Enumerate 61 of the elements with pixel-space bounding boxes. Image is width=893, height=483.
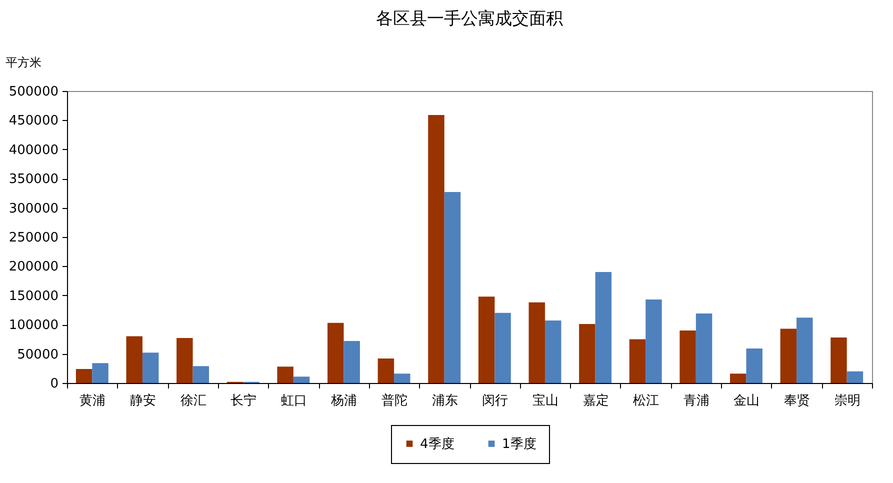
- bar: [579, 324, 596, 383]
- y-tick-label: 200000: [8, 260, 58, 275]
- x-tick-label: 金山: [734, 394, 760, 408]
- x-tick-label: 松江: [633, 394, 660, 408]
- bar: [293, 376, 310, 383]
- bar: [846, 371, 864, 383]
- y-tick-label: 50000: [17, 347, 58, 362]
- y-tick-label: 0: [50, 376, 58, 392]
- y-tick-label: 500000: [8, 84, 58, 100]
- y-tick-label: 450000: [8, 114, 58, 129]
- y-tick-label: 150000: [8, 288, 58, 304]
- bar: [327, 322, 344, 383]
- bar: [76, 368, 92, 383]
- bar: [780, 328, 797, 383]
- y-tick-label: 250000: [8, 230, 58, 246]
- x-tick-label: 宝山: [532, 392, 558, 408]
- y-tick-label: 300000: [8, 201, 58, 216]
- legend-label: 4季度: [420, 436, 454, 452]
- x-tick-label: 普陀: [382, 392, 408, 408]
- bar: [394, 374, 410, 383]
- bar: [830, 337, 847, 383]
- bar: [126, 336, 142, 383]
- bar: [92, 363, 108, 383]
- bar: [680, 330, 696, 383]
- x-tick-label: 青浦: [683, 394, 710, 408]
- y-tick-label: 350000: [8, 172, 58, 188]
- bar: [444, 192, 461, 383]
- chart-title: 各区县一手公寓成交面积: [376, 9, 563, 29]
- x-tick-label: 嘉定: [582, 394, 609, 408]
- bar: [730, 374, 746, 383]
- x-tick-label: 静安: [130, 392, 156, 408]
- bar: [176, 338, 193, 383]
- y-tick-label: 400000: [8, 142, 58, 158]
- x-tick-label: 浦东: [432, 394, 458, 408]
- x-tick-label: 杨浦: [330, 394, 358, 408]
- x-tick-label: 虹口: [280, 394, 307, 408]
- x-tick-label: 徐汇: [180, 394, 206, 408]
- bar: [428, 114, 444, 383]
- bar: [796, 318, 813, 383]
- x-tick-label: 崇明: [834, 394, 860, 408]
- bar: [528, 302, 545, 383]
- bar: [746, 348, 762, 383]
- bar: [646, 299, 662, 383]
- x-tick-label: 闵行: [482, 394, 508, 408]
- bar: [277, 366, 294, 383]
- bar: [344, 340, 360, 383]
- bar: [595, 272, 612, 383]
- bar: [192, 366, 210, 383]
- bar: [142, 352, 159, 383]
- bar: [544, 320, 562, 383]
- legend-label: 1季度: [502, 436, 536, 452]
- bar: [378, 358, 394, 383]
- x-tick-label: 奉贤: [784, 394, 810, 408]
- x-tick-label: 长宁: [230, 392, 257, 408]
- bar: [478, 296, 495, 383]
- bar: [629, 339, 646, 383]
- bar: [494, 312, 511, 383]
- y-axis-title: 平方米: [6, 56, 42, 70]
- y-tick-label: 100000: [8, 318, 58, 334]
- bar: [696, 314, 712, 383]
- x-tick-label: 黄浦: [80, 394, 106, 408]
